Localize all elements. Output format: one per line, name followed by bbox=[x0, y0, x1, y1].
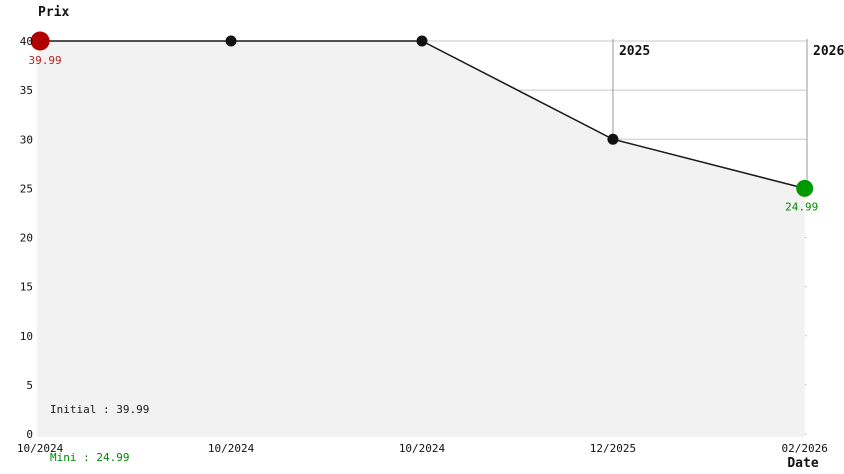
ytick-label-40: 40 bbox=[20, 35, 33, 48]
ytick-label-20: 20 bbox=[20, 232, 33, 245]
chart-title: Prix bbox=[38, 5, 69, 20]
point-label-initial: 39.99 bbox=[29, 54, 62, 67]
data-point-point-1 bbox=[225, 35, 237, 47]
xtick-label-4: 02/2026 bbox=[782, 442, 828, 455]
ytick-label-30: 30 bbox=[20, 133, 33, 146]
legend-line-mini: Mini : 24.99 bbox=[50, 451, 130, 464]
ytick-label-35: 35 bbox=[20, 84, 33, 97]
ytick-label-5: 5 bbox=[26, 379, 33, 392]
data-point-current-4 bbox=[796, 179, 814, 197]
ytick-label-10: 10 bbox=[20, 330, 33, 343]
ytick-label-25: 25 bbox=[20, 182, 33, 195]
price-summary-legend: Initial : 39.99 Mini : 24.99 Max : 39.99… bbox=[50, 370, 149, 474]
ytick-label-15: 15 bbox=[20, 281, 33, 294]
legend-line-initial: Initial : 39.99 bbox=[50, 403, 150, 416]
xtick-label-2: 10/2024 bbox=[399, 442, 446, 455]
year-label-2026: 2026 bbox=[813, 44, 844, 59]
data-point-point-3 bbox=[607, 133, 619, 145]
xtick-label-1: 10/2024 bbox=[208, 442, 255, 455]
x-axis-title: Date bbox=[787, 456, 818, 471]
year-label-2025: 2025 bbox=[619, 44, 650, 59]
xtick-label-0: 10/2024 bbox=[17, 442, 64, 455]
xtick-label-3: 12/2025 bbox=[590, 442, 636, 455]
data-point-point-2 bbox=[416, 35, 428, 47]
ytick-label-0: 0 bbox=[26, 428, 33, 441]
point-label-current: 24.99 bbox=[785, 200, 818, 213]
data-point-initial-0 bbox=[30, 31, 50, 51]
